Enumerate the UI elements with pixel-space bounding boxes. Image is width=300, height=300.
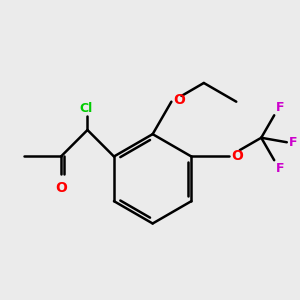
- Text: F: F: [276, 101, 284, 114]
- Text: O: O: [174, 93, 186, 107]
- Text: Cl: Cl: [80, 102, 93, 115]
- Text: F: F: [289, 136, 298, 149]
- Text: O: O: [231, 149, 243, 164]
- Text: F: F: [276, 162, 284, 175]
- Text: O: O: [55, 181, 67, 195]
